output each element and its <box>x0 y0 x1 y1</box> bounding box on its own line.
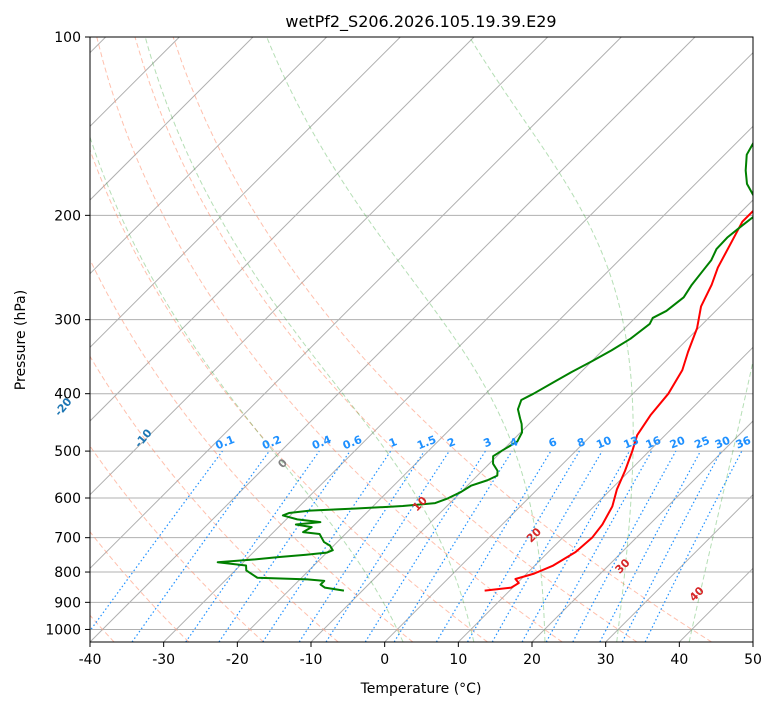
sounding-profiles <box>216 141 753 592</box>
isotherm-line <box>310 199 753 642</box>
mixing-ratio-line <box>90 450 223 632</box>
background-lines <box>90 37 753 642</box>
x-tick-label: 30 <box>597 652 615 668</box>
moist-adiabat-line <box>469 37 634 642</box>
dry-adiabat-line <box>90 445 264 642</box>
y-tick-label: 300 <box>54 313 81 329</box>
mixing-ratio-label: 16 <box>644 434 663 452</box>
dry-adiabat-line <box>90 531 190 642</box>
y-tick-label: 400 <box>54 387 81 403</box>
mixing-ratio-label: 10 <box>594 434 613 452</box>
dry-adiabat-line <box>90 148 488 642</box>
mixing-ratio-line <box>393 450 513 642</box>
x-tick-label: 10 <box>449 652 467 668</box>
dry-adiabat-line <box>90 355 339 642</box>
x-tick-label: 20 <box>523 652 541 668</box>
mixing-ratio-label: 8 <box>575 435 587 450</box>
mixing-ratio-label: 20 <box>668 434 687 452</box>
mixing-ratio-label: 13 <box>622 434 641 452</box>
isotherm-line <box>531 420 753 642</box>
y-tick-label: 500 <box>54 444 81 460</box>
moist-adiabat-line <box>90 135 404 642</box>
isotherm-line <box>90 37 622 570</box>
isotherm-line <box>90 37 696 642</box>
isotherm-line <box>90 37 328 275</box>
y-tick-label: 600 <box>54 491 81 507</box>
x-axis-title: Temperature (°C) <box>360 681 482 697</box>
mixing-ratio-label: 25 <box>693 434 712 452</box>
mixing-ratio-line <box>298 450 425 642</box>
mixing-ratio-line <box>545 450 653 642</box>
mixing-ratio-line <box>325 450 450 642</box>
moist-adiabat-line <box>266 37 546 642</box>
isotherm-line <box>90 37 254 201</box>
y-axis-title: Pressure (hPa) <box>13 290 29 390</box>
mixing-ratio-line <box>572 450 677 642</box>
isotherm-line <box>384 272 753 642</box>
mixing-ratio-label: 2 <box>445 435 457 450</box>
mixing-ratio-label: 1 <box>387 435 399 450</box>
chart-title: wetPf2_S206.2026.105.19.39.E29 <box>285 12 556 32</box>
mixing-ratio-label: 30 <box>713 434 732 452</box>
y-tick-label: 100 <box>54 30 81 46</box>
isotherm-line <box>90 37 401 349</box>
dry-adiabat-line <box>90 258 414 642</box>
x-tick-label: -40 <box>79 652 102 668</box>
mixing-ratio-line <box>262 450 392 642</box>
x-tick-label: -10 <box>300 652 323 668</box>
plot-area <box>90 37 753 642</box>
moist-adiabat-line <box>144 37 475 642</box>
mixing-ratio-line <box>521 450 631 642</box>
dry-adiabat-line <box>96 37 563 642</box>
isotherm-line <box>90 37 475 422</box>
axes: -40 -30 -20 -10 0 10 20 30 40 50 100 200 300 400 500 60… <box>45 30 762 668</box>
isotherm-line <box>163 51 753 642</box>
mixing-ratio-line <box>185 450 320 642</box>
moist-adiabat-line <box>688 358 753 642</box>
y-tick-label: 700 <box>54 531 81 547</box>
x-tick-label: -30 <box>152 652 175 668</box>
dry-adiabat-line <box>134 37 638 642</box>
mixing-ratio-line <box>218 450 351 642</box>
x-tick-label: 0 <box>380 652 389 668</box>
x-tick-label: -20 <box>226 652 249 668</box>
y-tick-label: 900 <box>54 595 81 611</box>
y-tick-label: 1000 <box>45 622 81 638</box>
mixing-ratio-label: 36 <box>734 434 753 452</box>
y-tick-label: 800 <box>54 565 81 581</box>
dewpoint-line <box>216 141 753 592</box>
isotherm-line <box>236 125 753 642</box>
temperature-line <box>484 210 753 592</box>
mixing-ratio-line <box>131 450 270 642</box>
x-tick-label: 40 <box>670 652 688 668</box>
isotherm-line <box>457 346 753 642</box>
isotherm-line <box>605 493 753 642</box>
mixing-ratio-label: 3 <box>481 435 493 450</box>
dry-adiabat-line <box>172 37 712 642</box>
x-tick-label: 50 <box>744 652 762 668</box>
mixing-ratio-line <box>644 450 743 642</box>
plot-frame <box>89 36 754 643</box>
y-tick-label: 200 <box>54 208 81 224</box>
isotherm-line <box>90 37 549 496</box>
